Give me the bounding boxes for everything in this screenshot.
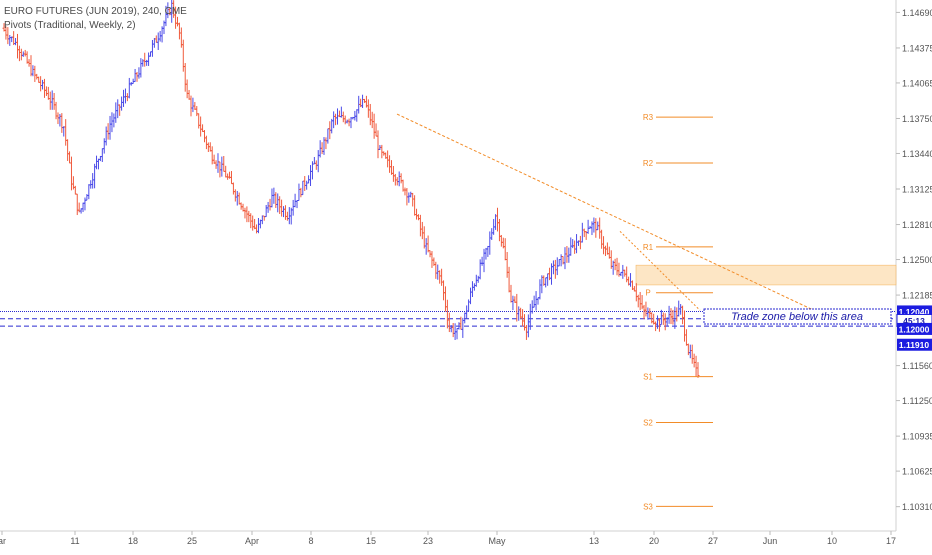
price-tag[interactable]: [897, 322, 932, 335]
x-tick-label: 10: [827, 536, 837, 546]
y-tick-label: 1.12810: [902, 220, 932, 230]
symbol-title[interactable]: EURO FUTURES (JUN 2019), 240, CME: [4, 6, 187, 17]
x-tick-label: 27: [708, 536, 718, 546]
y-tick-label: 1.13125: [902, 185, 932, 195]
x-tick-label: 8: [308, 536, 313, 546]
x-tick-label: Jun: [763, 536, 778, 546]
y-tick-label: 1.12185: [902, 291, 932, 301]
pivot-label-r2: R2: [643, 159, 654, 168]
price-tag-label: 45:13: [903, 316, 925, 326]
x-tick-label: 13: [589, 536, 599, 546]
x-tick-label: ar: [0, 536, 6, 546]
x-tick-label: 25: [187, 536, 197, 546]
resistance-zone: [635, 264, 897, 286]
y-tick-label: 1.13440: [902, 149, 932, 159]
x-tick-label: 23: [423, 536, 433, 546]
descending-trendline: [396, 113, 824, 316]
x-tick-label: 11: [70, 536, 79, 546]
pivot-label-r1: R1: [643, 243, 654, 252]
y-tick-label: 1.12500: [902, 255, 932, 265]
y-tick-label: 1.13750: [902, 114, 932, 124]
price-tag-label: 1.12000: [899, 324, 930, 334]
pivot-label-s1: S1: [643, 373, 653, 382]
price-tag[interactable]: [897, 338, 932, 351]
x-tick-label: 20: [649, 536, 659, 546]
y-tick-label: 1.14065: [902, 78, 932, 88]
pivot-label-r3: R3: [643, 113, 654, 122]
chart-legend: EURO FUTURES (JUN 2019), 240, CME Pivots…: [4, 5, 187, 33]
x-tick-label: Apr: [245, 536, 259, 546]
y-tick-label: 1.14690: [902, 8, 932, 18]
x-tick-label: May: [488, 536, 506, 546]
x-tick-label: 17: [886, 536, 896, 546]
y-tick-label: 1.14375: [902, 43, 932, 53]
y-tick-label: 1.10935: [902, 432, 932, 442]
x-tick-label: 15: [366, 536, 376, 546]
annotation-text[interactable]: Trade zone below this area: [731, 311, 863, 323]
pivot-label-s2: S2: [643, 418, 653, 427]
annotation-box[interactable]: [703, 308, 892, 325]
trend-projection: [619, 230, 701, 311]
y-tick-label: 1.11250: [902, 396, 932, 406]
y-tick-label: 1.10310: [902, 502, 932, 512]
price-tag-label: 1.12040: [899, 307, 930, 317]
y-tick-label: 1.10625: [902, 467, 932, 477]
x-tick-label: 18: [128, 536, 138, 546]
pivot-label-s3: S3: [643, 502, 653, 511]
y-tick-label: 1.11560: [902, 361, 932, 371]
price-tag-label: 1.11910: [899, 340, 930, 350]
indicator-label[interactable]: Pivots (Traditional, Weekly, 2): [4, 20, 136, 31]
pivot-label-p: P: [645, 289, 650, 298]
